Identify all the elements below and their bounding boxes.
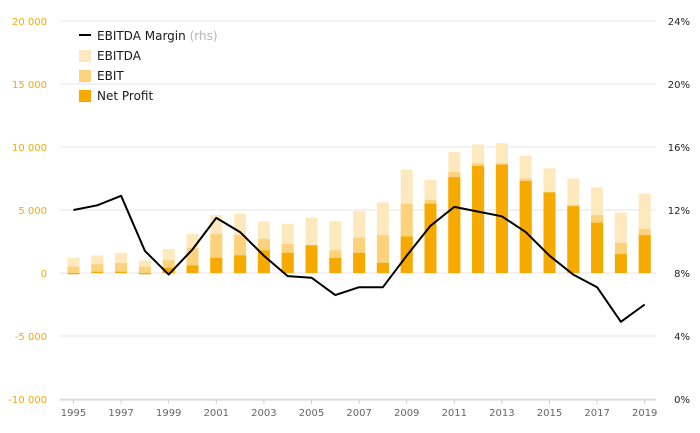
left-tick-label: 10 000 [12,143,47,154]
right-tick-label: 0% [674,395,690,406]
left-tick-label: 5 000 [18,206,47,217]
legend-margin-label: EBITDA Margin [97,29,186,43]
right-tick-label: 12% [668,206,690,217]
left-tick-label: -5 000 [15,332,47,343]
right-tick-label: 8% [674,269,690,280]
right-tick-label: 24% [668,17,690,28]
x-tick-label: 2017 [584,408,609,419]
right-tick-label: 20% [668,80,690,91]
margin-line [73,194,646,323]
gridlines [60,20,656,400]
bar-net-profit [591,222,604,273]
x-tick-label: 1995 [61,408,86,419]
legend-label-margin: EBITDA Margin (rhs) [97,29,218,43]
legend-margin-note: (rhs) [190,29,218,43]
bar-net-profit [638,235,651,273]
legend-label-ebitda: EBITDA [97,49,142,63]
left-tick-label: 15 000 [12,80,47,91]
left-axis-ticks: 20 000 15 000 10 000 5 000 0 -5 000 -10 000 [8,17,47,406]
bar-ebit [138,266,151,273]
legend-label-ebit: EBIT [97,69,124,83]
x-tick-label: 1999 [156,408,181,419]
bar-net-profit [281,252,294,273]
right-tick-label: 4% [674,332,690,343]
bar-net-profit [257,250,270,273]
bar-net-profit [472,165,485,273]
legend-label-net-profit: Net Profit [97,89,153,103]
bar-net-profit [91,271,104,273]
x-tick-label: 2005 [299,408,324,419]
bar-net-profit [305,245,318,273]
legend-swatch-ebitda [79,50,91,62]
bar-net-profit [234,255,247,273]
x-tick-label: 2015 [537,408,562,419]
right-tick-label: 16% [668,143,690,154]
bar-net-profit [543,192,556,273]
bar-net-profit [210,257,223,273]
x-tick-label: 2011 [442,408,467,419]
legend: EBITDA Margin (rhs) EBITDA EBIT Net Prof… [79,29,218,103]
x-tick-label: 2003 [251,408,276,419]
left-tick-label: 0 [41,269,47,280]
legend-swatch-net-profit [79,90,91,102]
bar-net-profit [424,203,437,273]
bar-net-profit [448,177,461,273]
x-axis: 1995 1997 1999 2001 2003 2005 2007 2009 2011 2013… [60,399,657,419]
ebitda-margin-line [73,194,646,323]
bar-ebit [115,262,128,273]
bar-net-profit [186,265,199,273]
bar-net-profit [115,271,128,273]
left-tick-label: 20 000 [12,17,47,28]
bar-ebit [91,264,104,273]
bar-net-profit [567,206,580,273]
x-tick-label: 2007 [346,408,371,419]
bar-net-profit [329,257,342,273]
bar-net-profit [162,267,175,273]
legend-swatch-ebit [79,70,91,82]
bars [67,143,651,275]
bar-net-profit [519,181,532,273]
right-axis-ticks: 24% 20% 16% 12% 8% 4% 0% [668,17,690,406]
x-tick-label: 2001 [204,408,229,419]
bar-net-profit [67,273,80,275]
bar-net-profit [614,254,627,273]
bar-net-profit [495,164,508,273]
left-tick-label: -10 000 [8,395,47,406]
x-tick-label: 2019 [632,408,657,419]
x-tick-label: 2009 [394,408,419,419]
x-tick-label: 1997 [108,408,133,419]
bar-net-profit [353,252,366,273]
bar-ebit [67,266,80,273]
bar-net-profit [138,273,151,275]
bar-net-profit [376,262,389,273]
x-tick-label: 2013 [489,408,514,419]
